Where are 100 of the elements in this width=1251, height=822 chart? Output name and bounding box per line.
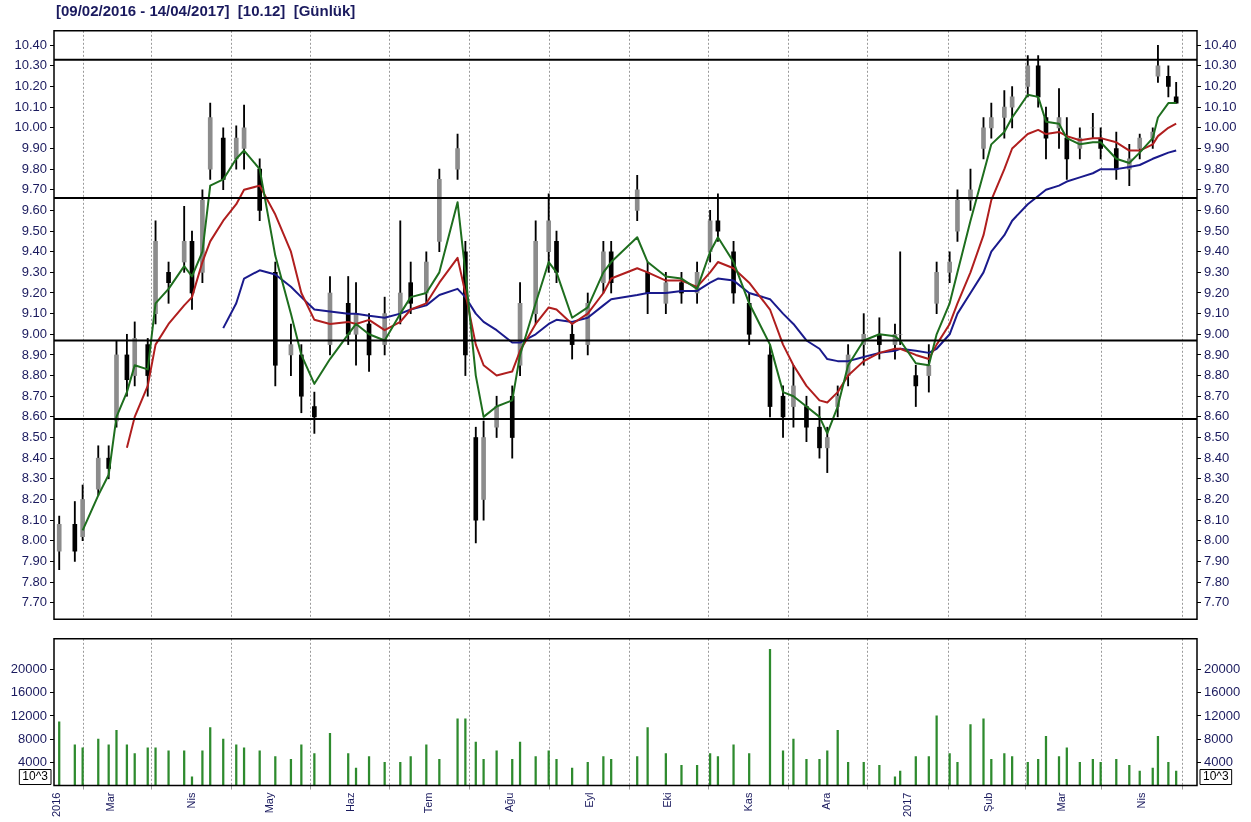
y-tick-label: 8000 xyxy=(18,730,47,746)
y2-tick-label: 9.80 xyxy=(1204,160,1230,176)
y-tick-label: 10.40 xyxy=(14,36,47,52)
y2-tick-label: 10.40 xyxy=(1204,36,1237,52)
y-tick-label: 9.40 xyxy=(21,243,47,259)
y2-tick-label: 8.90 xyxy=(1204,346,1230,362)
y2-tick-label: 10.20 xyxy=(1204,78,1237,94)
x-tick-label: 2016 xyxy=(49,792,62,818)
y-tick-label: 9.70 xyxy=(21,181,47,197)
y-tick-label: 7.90 xyxy=(21,552,47,568)
y-tick-label: 7.70 xyxy=(21,594,47,610)
y2-tick-label: 8.20 xyxy=(1204,491,1230,507)
x-tick-label: Kas xyxy=(742,792,755,812)
bar xyxy=(456,718,459,786)
text: 10^3 xyxy=(1203,769,1229,784)
bar xyxy=(792,738,795,786)
y-tick-label: 4000 xyxy=(18,753,47,769)
y-tick-label: 9.10 xyxy=(21,305,47,321)
y-tick-label: 8.80 xyxy=(21,367,47,383)
y-tick-label: 8.60 xyxy=(21,408,47,424)
y2-tick-label: 16000 xyxy=(1204,684,1241,700)
y-tick-label: 8.40 xyxy=(21,449,47,465)
chart-title: [09/02/2016 - 14/04/2017] [10.12] [Günlük] xyxy=(56,2,356,19)
y2-tick-label: 8.00 xyxy=(1204,532,1230,548)
y-tick-label: 7.80 xyxy=(21,573,47,589)
y2-tick-label: 8.10 xyxy=(1204,511,1230,527)
y2-tick-label: 9.00 xyxy=(1204,325,1230,341)
y2-tick-label: 8000 xyxy=(1204,730,1233,746)
bar xyxy=(680,764,683,786)
x-tick-label: Nis xyxy=(185,792,198,809)
bar xyxy=(201,750,204,786)
bar xyxy=(495,750,498,786)
x-tick-label: 2017 xyxy=(901,792,914,818)
y-tick-label: 10.10 xyxy=(14,98,47,114)
x-tick-label: Tem xyxy=(421,792,434,814)
bar xyxy=(982,718,985,786)
y-tick-label: 9.00 xyxy=(21,325,47,341)
y2-tick-label: 10.00 xyxy=(1204,119,1237,135)
y2-tick-label: 4000 xyxy=(1204,753,1233,769)
y-tick-label: 9.60 xyxy=(21,201,47,217)
y2-tick-label: 9.50 xyxy=(1204,222,1230,238)
x-tick-label: Eyl xyxy=(583,792,596,808)
y2-tick-label: 8.70 xyxy=(1204,387,1230,403)
y2-tick-label: 9.70 xyxy=(1204,181,1230,197)
y2-tick-label: 7.70 xyxy=(1204,594,1230,610)
y-tick-label: 8.30 xyxy=(21,470,47,486)
y-tick-label: 9.90 xyxy=(21,140,47,156)
y2-tick-label: 8.80 xyxy=(1204,367,1230,383)
x-tick-label: May xyxy=(263,792,276,814)
y2-tick-label: 9.90 xyxy=(1204,140,1230,156)
y2-tick-label: 8.40 xyxy=(1204,449,1230,465)
y-tick-label: 8.10 xyxy=(21,511,47,527)
bar xyxy=(115,730,118,786)
bar xyxy=(555,759,558,786)
x-tick-label: Eki xyxy=(661,792,674,808)
y2-tick-label: 10.30 xyxy=(1204,57,1237,73)
bar xyxy=(969,724,972,786)
x-tick-label: Şub xyxy=(981,792,994,813)
x-tick-label: Haz xyxy=(343,792,356,813)
y-tick-label: 8.70 xyxy=(21,387,47,403)
y-tick-label: 9.80 xyxy=(21,160,47,176)
y-tick-label: 8.00 xyxy=(21,532,47,548)
y2-tick-label: 9.20 xyxy=(1204,284,1230,300)
y-tick-label: 9.20 xyxy=(21,284,47,300)
y2-tick-label: 12000 xyxy=(1204,707,1241,723)
bar xyxy=(482,759,485,786)
bar xyxy=(805,759,808,786)
y2-tick-label: 8.50 xyxy=(1204,429,1230,445)
y-tick-label: 16000 xyxy=(10,684,47,700)
y2-tick-label: 7.80 xyxy=(1204,573,1230,589)
y2-tick-label: 9.40 xyxy=(1204,243,1230,259)
bar xyxy=(732,744,735,786)
y-tick-label: 9.50 xyxy=(21,222,47,238)
y2-tick-label: 8.30 xyxy=(1204,470,1230,486)
y2-tick-label: 9.60 xyxy=(1204,201,1230,217)
y-tick-label: 8.50 xyxy=(21,429,47,445)
bar xyxy=(818,759,821,786)
y2-tick-label: 8.60 xyxy=(1204,408,1230,424)
y-tick-label: 8.90 xyxy=(21,346,47,362)
y2-tick-label: 7.90 xyxy=(1204,552,1230,568)
x-tick-label: Ara xyxy=(820,791,833,810)
x-tick-label: Mar xyxy=(1054,792,1067,812)
bar xyxy=(154,747,157,786)
y2-tick-label: 10.10 xyxy=(1204,98,1237,114)
bar xyxy=(167,750,170,786)
x-tick-label: Nis xyxy=(1135,792,1148,809)
y2-tick-label: 9.10 xyxy=(1204,305,1230,321)
y-tick-label: 10.30 xyxy=(14,57,47,73)
text: 10^3 xyxy=(22,769,49,784)
x-tick-label: Mar xyxy=(104,792,117,812)
x-tick-label: Ağu xyxy=(502,792,515,813)
y-tick-label: 9.30 xyxy=(21,263,47,279)
y2-tick-label: 9.30 xyxy=(1204,263,1230,279)
bar xyxy=(464,718,467,786)
y-tick-label: 10.00 xyxy=(14,119,47,135)
y-tick-label: 8.20 xyxy=(21,491,47,507)
y-tick-label: 20000 xyxy=(10,661,47,677)
y-tick-label: 10.20 xyxy=(14,78,47,94)
y-tick-label: 12000 xyxy=(10,707,47,723)
y2-tick-label: 20000 xyxy=(1204,661,1241,677)
